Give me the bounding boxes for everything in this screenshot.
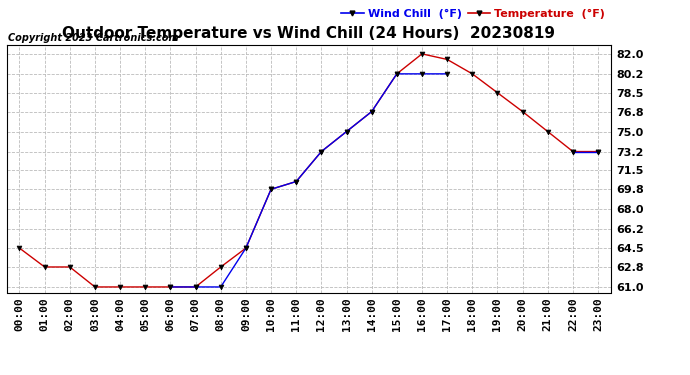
Legend: Wind Chill  (°F), Temperature  (°F): Wind Chill (°F), Temperature (°F) (342, 9, 605, 18)
Text: Copyright 2023 Cartronics.com: Copyright 2023 Cartronics.com (8, 33, 178, 42)
Title: Outdoor Temperature vs Wind Chill (24 Hours)  20230819: Outdoor Temperature vs Wind Chill (24 Ho… (62, 26, 555, 41)
